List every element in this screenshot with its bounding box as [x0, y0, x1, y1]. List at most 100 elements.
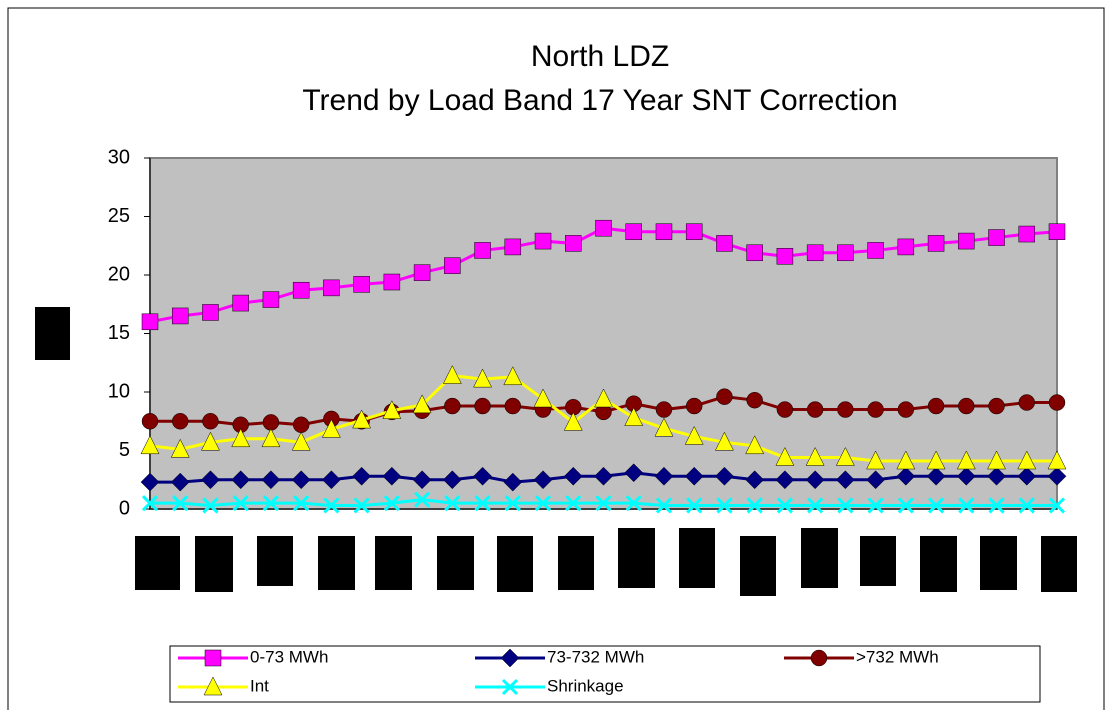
marker	[654, 417, 674, 437]
marker	[625, 495, 642, 512]
marker	[654, 466, 674, 486]
marker	[414, 491, 431, 508]
marker	[473, 368, 492, 388]
marker	[232, 294, 249, 312]
y-tick-label: 10	[108, 380, 130, 402]
marker	[444, 495, 461, 512]
marker	[262, 291, 280, 308]
marker	[595, 495, 612, 512]
marker	[262, 495, 279, 512]
marker	[503, 366, 523, 386]
marker	[958, 497, 975, 514]
marker	[745, 435, 765, 455]
marker	[926, 450, 946, 470]
marker	[927, 235, 945, 252]
redacted-block	[135, 536, 180, 590]
marker	[503, 472, 523, 492]
marker	[262, 414, 280, 431]
redacted-axis-label	[35, 307, 70, 360]
marker	[322, 470, 341, 490]
marker	[835, 446, 855, 466]
marker	[442, 365, 462, 384]
redacted-block	[679, 528, 715, 588]
marker	[928, 497, 945, 514]
redacted-block	[1041, 536, 1077, 592]
legend-box	[169, 645, 1041, 703]
marker	[565, 495, 582, 512]
redacted-block	[195, 536, 233, 592]
marker	[595, 219, 612, 237]
redacted-block	[860, 536, 896, 586]
redacted-block	[558, 536, 594, 590]
marker	[1017, 466, 1037, 486]
marker	[716, 388, 733, 405]
marker	[1018, 225, 1036, 243]
marker	[745, 470, 765, 490]
marker	[504, 238, 522, 256]
redacted-block	[980, 536, 1017, 590]
marker	[805, 470, 825, 490]
legend-label: >732 MWh	[856, 647, 939, 666]
marker	[1047, 466, 1067, 486]
marker	[897, 497, 914, 514]
marker	[352, 409, 372, 429]
marker	[231, 428, 251, 448]
marker	[292, 416, 310, 434]
marker	[746, 497, 763, 514]
marker	[500, 648, 520, 668]
marker	[141, 313, 159, 331]
marker	[261, 470, 281, 490]
marker	[204, 649, 222, 667]
marker	[202, 304, 219, 321]
marker	[958, 232, 975, 250]
redacted-block	[618, 528, 655, 588]
marker	[353, 497, 370, 514]
chart-title: North LDZ	[531, 40, 669, 73]
marker	[383, 495, 400, 512]
marker	[836, 470, 855, 490]
marker	[594, 388, 613, 408]
marker	[382, 400, 402, 419]
marker	[716, 235, 733, 252]
marker	[563, 466, 583, 486]
y-tick-label: 5	[119, 439, 130, 461]
marker	[141, 495, 159, 512]
marker	[715, 466, 734, 486]
marker	[810, 649, 828, 667]
marker	[926, 466, 946, 486]
marker	[958, 397, 975, 415]
marker	[684, 425, 704, 445]
marker	[501, 678, 519, 696]
marker	[1018, 394, 1036, 411]
marker	[170, 438, 190, 458]
marker	[775, 446, 795, 466]
marker	[866, 450, 886, 470]
marker	[231, 470, 251, 490]
marker	[807, 497, 824, 514]
y-tick-label: 30	[108, 146, 130, 168]
marker	[171, 307, 189, 325]
marker	[896, 450, 916, 470]
marker	[1048, 223, 1066, 240]
marker	[533, 388, 553, 408]
marker	[565, 235, 582, 252]
marker	[686, 497, 703, 514]
marker	[655, 401, 673, 418]
redacted-block	[257, 536, 293, 586]
marker	[594, 466, 613, 486]
marker	[867, 401, 884, 418]
marker	[988, 229, 1005, 246]
marker	[956, 466, 976, 486]
marker	[444, 397, 461, 415]
marker	[776, 248, 794, 265]
marker	[292, 281, 310, 299]
marker	[746, 391, 763, 409]
marker	[806, 244, 824, 262]
y-tick-label: 15	[108, 322, 130, 344]
marker	[291, 431, 311, 451]
marker	[716, 497, 733, 514]
marker	[837, 401, 854, 418]
chart-subtitle: Trend by Load Band 17 Year SNT Correctio…	[302, 84, 897, 117]
marker	[987, 466, 1006, 486]
